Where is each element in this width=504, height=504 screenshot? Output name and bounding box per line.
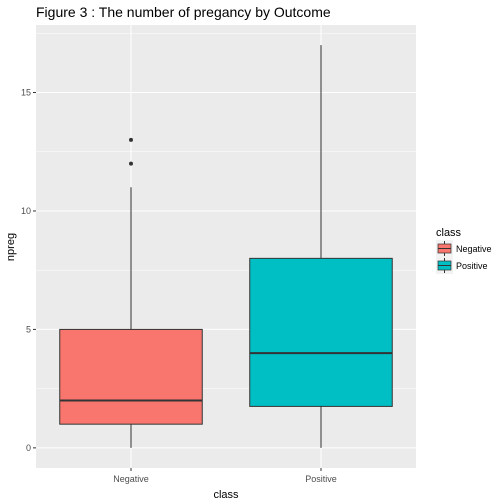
y-axis-ticks: 0 5 10 15 xyxy=(21,88,36,453)
y-tick-label: 15 xyxy=(21,88,31,98)
x-tick-label: Positive xyxy=(305,474,337,484)
x-axis-ticks: Negative Positive xyxy=(113,468,337,484)
outlier-point xyxy=(129,161,133,166)
box-positive xyxy=(249,45,393,448)
box-body xyxy=(59,328,203,425)
y-tick-label: 0 xyxy=(26,443,31,453)
box-body xyxy=(249,257,393,407)
legend-title: class xyxy=(436,227,462,239)
legend-label: Negative xyxy=(456,244,492,254)
y-tick-label: 10 xyxy=(21,206,31,216)
x-axis-label: class xyxy=(213,489,239,501)
boxes xyxy=(59,45,393,448)
legend-item-negative: Negative xyxy=(436,240,492,257)
legend-item-positive: Positive xyxy=(436,257,488,274)
legend: class Negative Positive xyxy=(436,227,492,274)
y-tick-label: 5 xyxy=(26,324,31,334)
outlier-point xyxy=(129,137,133,142)
legend-label: Positive xyxy=(456,261,488,271)
box-negative xyxy=(59,137,203,448)
x-tick-label: Negative xyxy=(113,474,149,484)
chart-title: Figure 3 : The number of pregancy by Out… xyxy=(36,4,331,20)
y-axis-label: npreg xyxy=(5,233,17,261)
